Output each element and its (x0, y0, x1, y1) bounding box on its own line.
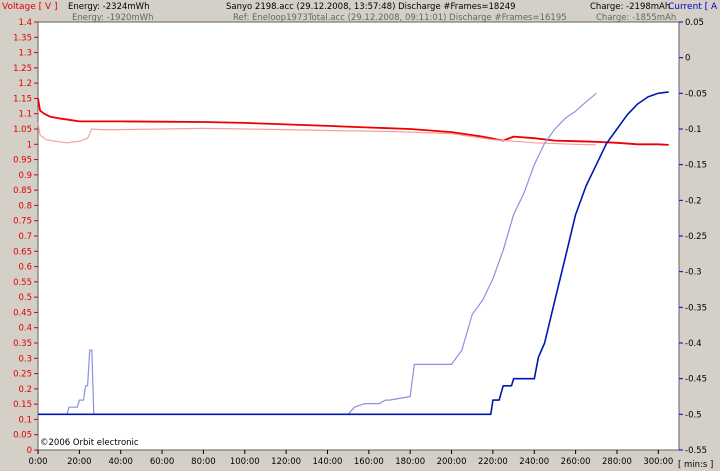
file-info-label: Sanyo 2198.acc (29.12.2008, 13:57:48) Di… (226, 2, 516, 12)
copyright-label: ©2006 Orbit electronic (40, 438, 139, 448)
y-left-tick-label: 1.1 (18, 110, 32, 120)
y-left-tick-label: 1.05 (13, 125, 32, 135)
plot-area (37, 21, 680, 451)
x-tick-label: 280:00 (602, 457, 632, 467)
x-tick-label: 140:00 (313, 457, 343, 467)
y-left-tick-label: 0.05 (13, 431, 32, 441)
y-left-tick-label: 0.75 (13, 217, 32, 227)
y-left-tick-label: 1 (27, 140, 32, 150)
voltage-axis: 0 0.05 0.1 0.15 0.2 0.25 0.3 0.35 0.4 0.45 0.5 0.55… (13, 18, 38, 456)
y-left-tick-label: 0 (27, 446, 32, 456)
x-tick-label: 0:00 (28, 457, 47, 467)
y-left-tick-label: 0.7 (18, 232, 32, 242)
x-unit-label: [ min:s ] (678, 460, 713, 470)
y-right-tick-label: -0.5 (685, 410, 702, 420)
y-left-tick-label: 0.4 (18, 324, 32, 334)
y-left-tick-label: 0.35 (13, 339, 32, 349)
x-tick-label: 40:00 (108, 457, 133, 467)
y-left-tick-label: 1.2 (18, 79, 32, 89)
current-axis-title: Current [ A ] (668, 2, 720, 12)
series-line-current-ref (38, 92, 597, 415)
energy-main-label: Energy: -2324mWh (68, 2, 149, 12)
y-right-tick-label: 0 (685, 54, 690, 64)
y-right-tick-label: 0.05 (685, 18, 704, 28)
y-left-tick-label: 0.2 (18, 385, 32, 395)
y-left-tick-label: 0.95 (13, 156, 32, 166)
y-right-tick-label: -0.35 (685, 303, 707, 313)
y-left-tick-label: 0.6 (18, 263, 32, 273)
current-axis: 0.05 0 -0.05 -0.1 -0.15 -0.2 -0.25 -0.3 -0.35 -0.… (679, 18, 707, 456)
ref-file-info-label: Ref: Eneloop1973Total.acc (29.12.2008, 0… (233, 13, 567, 23)
voltage-axis-title: Voltage [ V ] (2, 2, 58, 12)
y-right-tick-label: -0.3 (685, 268, 702, 278)
y-left-tick-label: 0.45 (13, 308, 32, 318)
x-tick-label: 80:00 (191, 457, 216, 467)
y-left-tick-label: 0.9 (18, 171, 32, 181)
x-tick-label: 300:00 (643, 457, 673, 467)
y-left-tick-label: 0.55 (13, 278, 32, 288)
y-left-tick-label: 1.3 (18, 49, 32, 59)
x-tick-label: 120:00 (271, 457, 301, 467)
x-tick-label: 100:00 (230, 457, 260, 467)
series-line-voltage-ref (37, 122, 597, 146)
y-right-tick-label: -0.1 (685, 125, 702, 135)
x-tick-label: 20:00 (67, 457, 92, 467)
y-left-tick-label: 0.8 (18, 201, 32, 211)
y-left-tick-label: 1.25 (13, 64, 32, 74)
x-tick-label: 220:00 (478, 457, 508, 467)
y-left-tick-label: 1.15 (13, 94, 32, 104)
y-left-tick-label: 0.3 (18, 354, 32, 364)
charge-main-label: Charge: -2198mAh (590, 2, 670, 12)
y-left-tick-label: 0.25 (13, 370, 32, 380)
y-right-tick-label: -0.45 (685, 375, 707, 385)
x-tick-label: 260:00 (561, 457, 591, 467)
series-line-current-main (38, 91, 669, 416)
series-layer (37, 91, 669, 416)
x-tick-label: 200:00 (437, 457, 467, 467)
y-right-tick-label: -0.05 (685, 89, 707, 99)
charge-ref-label: Charge: -1855mAh (596, 13, 676, 23)
y-right-tick-label: -0.2 (685, 196, 702, 206)
energy-ref-label: Energy: -1920mWh (72, 13, 153, 23)
y-left-tick-label: 0.65 (13, 247, 32, 257)
y-right-tick-label: -0.4 (685, 339, 702, 349)
y-left-tick-label: 0.85 (13, 186, 32, 196)
y-left-tick-label: 1.35 (13, 33, 32, 43)
y-right-tick-label: -0.25 (685, 232, 707, 242)
y-left-tick-label: 0.5 (18, 293, 32, 303)
x-tick-label: 160:00 (354, 457, 384, 467)
y-left-tick-label: 1.4 (18, 18, 32, 28)
series-line-voltage-main (37, 98, 669, 146)
x-tick-label: 180:00 (395, 457, 425, 467)
x-tick-label: 240:00 (519, 457, 549, 467)
y-right-tick-label: -0.15 (685, 161, 707, 171)
x-tick-label: 60:00 (150, 457, 175, 467)
y-left-tick-label: 0.15 (13, 400, 32, 410)
y-left-tick-label: 0.1 (18, 415, 32, 425)
time-axis: 0:00 20:00 40:00 60:00 80:00 100:00 120:00 140:… (28, 450, 673, 467)
y-right-tick-label: -0.55 (685, 446, 707, 456)
